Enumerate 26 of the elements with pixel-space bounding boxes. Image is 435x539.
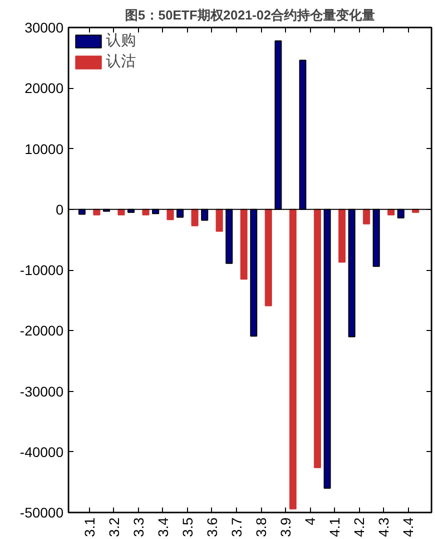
legend-label: 认沽 bbox=[106, 52, 136, 71]
x-tick-label: 4 bbox=[302, 517, 318, 526]
x-tick-label: 4.3 bbox=[376, 517, 392, 537]
y-tick-label: -50000 bbox=[20, 504, 64, 520]
x-tick-label: 3.6 bbox=[204, 517, 220, 537]
y-tick-label: 20000 bbox=[24, 80, 64, 96]
x-tick-label: 3.1 bbox=[81, 517, 98, 537]
legend-label: 认购 bbox=[106, 31, 136, 50]
y-tick-label: 10000 bbox=[24, 140, 64, 157]
y-tick-label: -10000 bbox=[20, 262, 64, 278]
y-tick-label: 0 bbox=[56, 201, 64, 218]
x-tick-label: 3.8 bbox=[253, 517, 270, 537]
y-tick-label: -20000 bbox=[20, 322, 64, 339]
chart-title: 图5：50ETF期权2021-02合约持仓量变化量 bbox=[125, 8, 375, 22]
x-tick-label: 4.4 bbox=[400, 517, 416, 537]
y-tick-label: 30000 bbox=[24, 20, 64, 36]
x-tick-label: 3.4 bbox=[154, 517, 171, 537]
y-tick-label: -30000 bbox=[20, 383, 64, 400]
y-tick-label: -40000 bbox=[20, 444, 64, 460]
x-tick-label: 4.2 bbox=[351, 517, 368, 537]
x-tick-label: 3.3 bbox=[130, 517, 146, 537]
x-tick-label: 4.1 bbox=[326, 517, 343, 537]
x-tick-label: 3.7 bbox=[228, 517, 245, 537]
x-tick-label: 3.5 bbox=[179, 517, 196, 537]
x-tick-label: 3.9 bbox=[278, 517, 294, 537]
x-tick-label: 3.2 bbox=[106, 517, 122, 537]
